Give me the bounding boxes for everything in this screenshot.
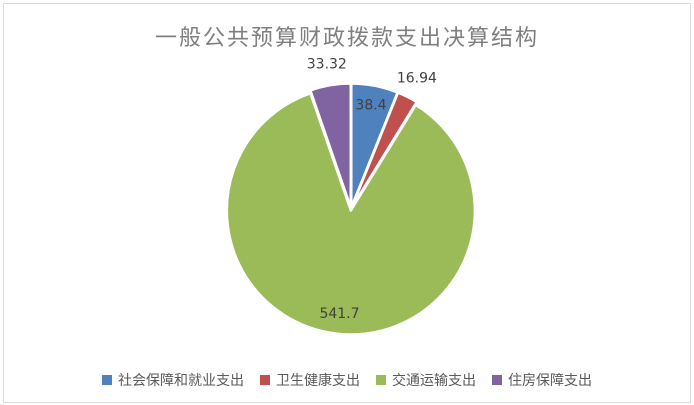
legend: 社会保障和就业支出 卫生健康支出 交通运输支出 住房保障支出: [4, 370, 690, 390]
pie-chart: 38.4 16.94 541.7 33.32: [225, 57, 477, 336]
legend-marker-icon: [376, 375, 386, 385]
pie-slice-3: [309, 82, 353, 209]
legend-label: 社会保障和就业支出: [118, 373, 244, 389]
legend-item-2: 交通运输支出: [376, 370, 476, 390]
pie-slice-2: [225, 92, 477, 336]
legend-item-3: 住房保障支出: [492, 370, 592, 390]
legend-marker-icon: [492, 375, 502, 385]
data-label-0: 38.4: [355, 98, 386, 114]
legend-marker-icon: [102, 375, 112, 385]
data-label-3: 33.32: [307, 57, 347, 73]
chart-frame: 一般公共预算财政拨款支出决算结构 38.4 16.94 541.7 33.32 社会保…: [3, 3, 691, 403]
legend-label: 卫生健康支出: [276, 373, 360, 389]
legend-label: 住房保障支出: [508, 373, 592, 389]
data-label-1: 16.94: [397, 70, 437, 86]
legend-item-0: 社会保障和就业支出: [102, 370, 244, 390]
pie-slice-1: [350, 91, 418, 209]
data-label-2: 541.7: [319, 306, 359, 322]
legend-item-1: 卫生健康支出: [260, 370, 360, 390]
legend-label: 交通运输支出: [392, 373, 476, 389]
chart-title: 一般公共预算财政拨款支出决算结构: [154, 26, 539, 51]
legend-marker-icon: [260, 375, 270, 385]
